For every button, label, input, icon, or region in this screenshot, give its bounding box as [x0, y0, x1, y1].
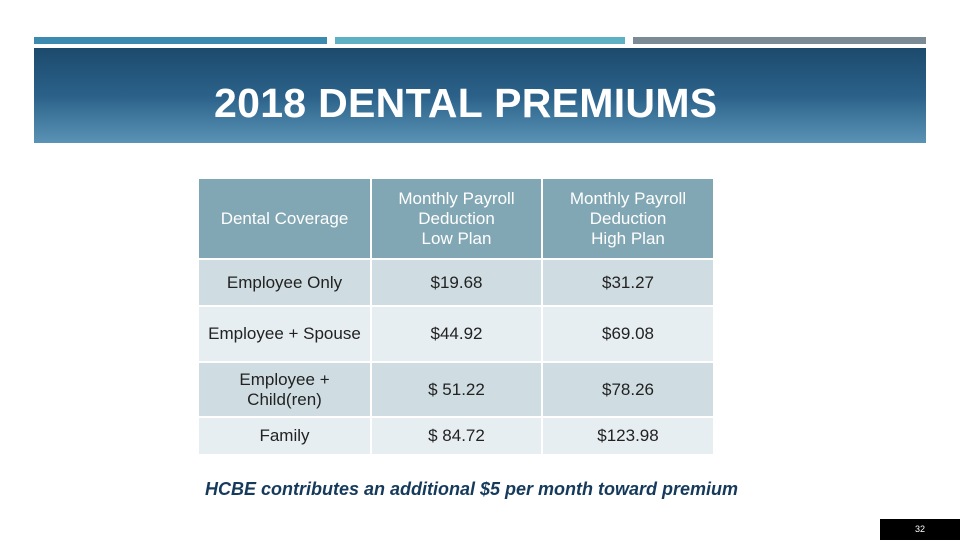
low-plan-cell: $ 51.22 [372, 361, 541, 416]
title-banner [34, 48, 926, 143]
table-header-row: Dental Coverage Monthly Payroll Deductio… [199, 179, 713, 258]
accent-bar-blue [34, 37, 327, 44]
header-line: Deduction [418, 208, 495, 228]
coverage-cell: Employee Only [199, 258, 370, 305]
high-plan-cell: $78.26 [543, 361, 713, 416]
low-plan-cell: $44.92 [372, 305, 541, 361]
coverage-line: Family [259, 426, 310, 445]
accent-bar-teal [335, 37, 625, 44]
coverage-line: Employee Only [226, 272, 343, 292]
coverage-line: Child(ren) [247, 389, 322, 409]
coverage-line: Employee + [239, 369, 330, 389]
premium-table: Dental Coverage Monthly Payroll Deductio… [197, 179, 715, 454]
high-plan-cell: $31.27 [543, 258, 713, 305]
page-number: 32 [880, 519, 960, 540]
table-row: Family $ 84.72 $123.98 [199, 416, 713, 454]
table-row: Employee + Spouse $44.92 $69.08 [199, 305, 713, 361]
header-line: Deduction [589, 208, 667, 228]
coverage-cell: Employee + Child(ren) [199, 361, 370, 416]
header-high-plan: Monthly Payroll Deduction High Plan [543, 179, 713, 258]
coverage-line: Employee + Spouse [208, 324, 361, 343]
coverage-cell: Family [199, 416, 370, 454]
header-line: High Plan [591, 228, 665, 248]
table-row: Employee Only $19.68 $31.27 [199, 258, 713, 305]
high-plan-cell: $123.98 [543, 416, 713, 454]
header-low-plan: Monthly Payroll Deduction Low Plan [372, 179, 541, 258]
high-plan-cell: $69.08 [543, 305, 713, 361]
low-plan-cell: $ 84.72 [372, 416, 541, 454]
slide-title: 2018 DENTAL PREMIUMS [214, 80, 718, 126]
header-line: Monthly Payroll [569, 188, 687, 208]
header-line: Monthly Payroll [398, 188, 515, 208]
low-plan-cell: $19.68 [372, 258, 541, 305]
accent-bar-gray [633, 37, 926, 44]
header-dental-coverage: Dental Coverage [199, 179, 370, 258]
header-line: Low Plan [421, 228, 492, 248]
contribution-note: HCBE contributes an additional $5 per mo… [205, 479, 739, 499]
table-row: Employee + Child(ren) $ 51.22 $78.26 [199, 361, 713, 416]
coverage-cell: Employee + Spouse [199, 305, 370, 361]
